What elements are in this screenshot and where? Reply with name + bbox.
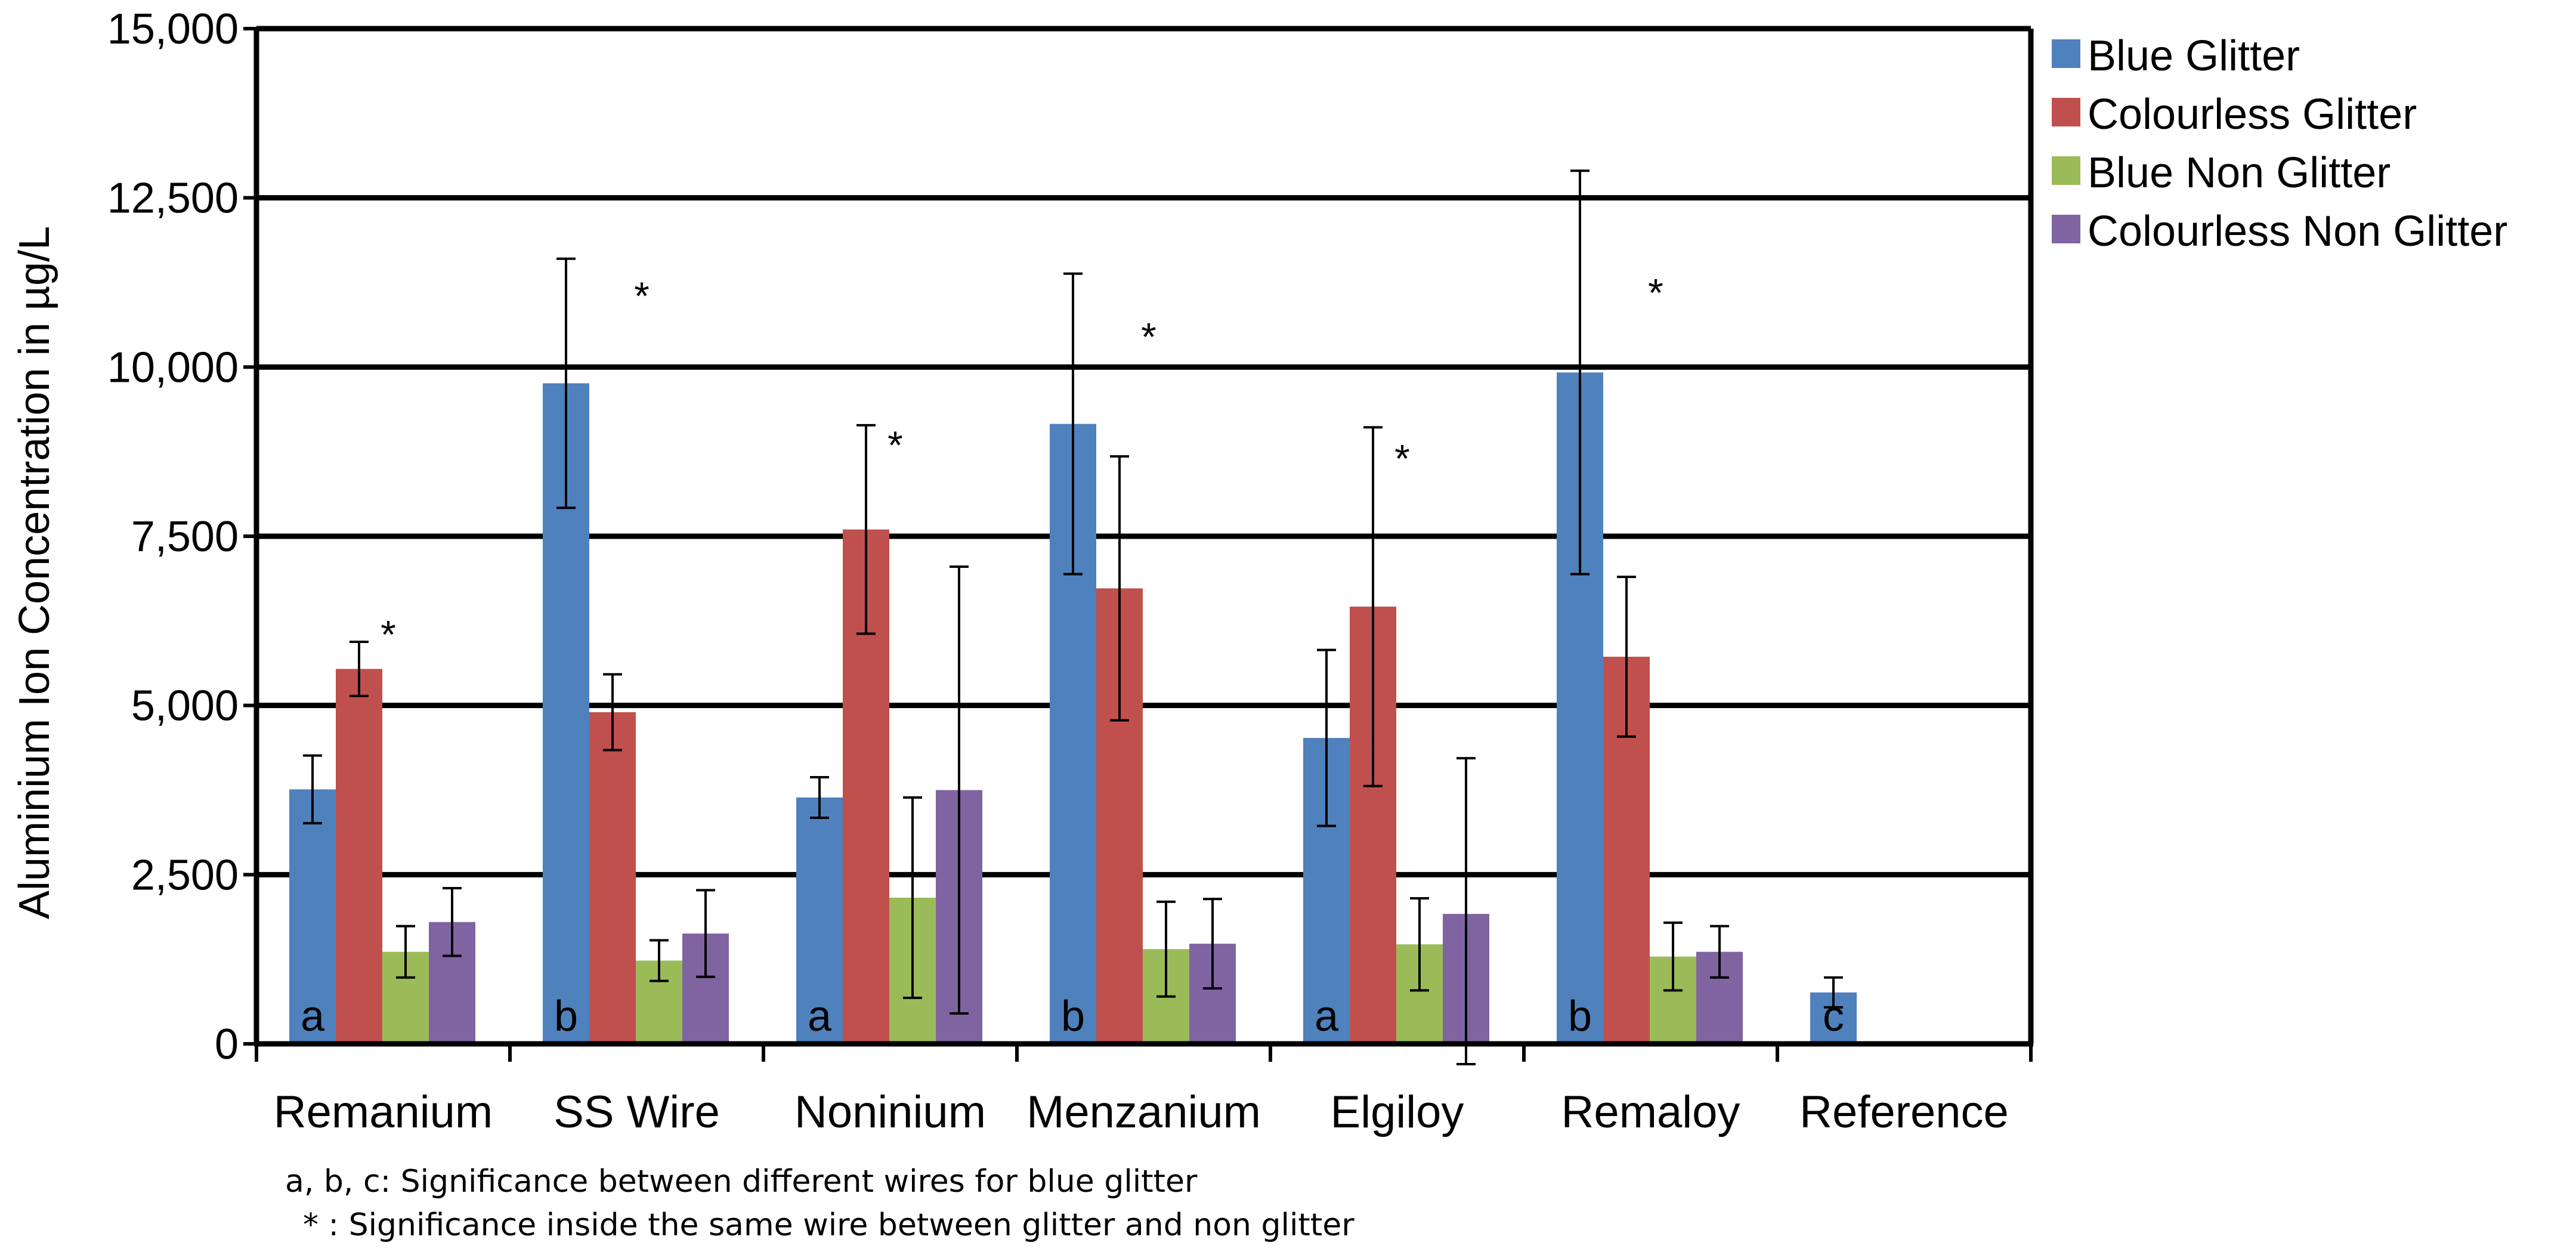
legend-label-Blue Non Glitter: Blue Non Glitter bbox=[2088, 149, 2391, 197]
bar-letter-Reference: c bbox=[1823, 993, 1844, 1040]
legend-swatch-Colourless Glitter bbox=[2052, 98, 2080, 126]
category-labels: Remanium SS Wire Noninium Menzanium Elgiloy R… bbox=[274, 1087, 2009, 1138]
bar-letter-Menzanium: b bbox=[1061, 993, 1085, 1040]
y-axis-title: Aluminium Ion Concentration in µg/L bbox=[11, 226, 58, 919]
y-tick-label-5: 12,500 bbox=[107, 175, 239, 222]
bar-SS Wire-Colourless Glitter bbox=[589, 712, 636, 1044]
significance-star-Remaloy: * bbox=[1648, 271, 1663, 315]
y-tick-label-0: 0 bbox=[215, 1021, 239, 1068]
bar-Remanium-Blue Glitter bbox=[289, 789, 336, 1044]
note-letters: a, b, c: Significance between different … bbox=[285, 1164, 1198, 1200]
category-label-Noninium: Noninium bbox=[794, 1087, 986, 1138]
y-tick-labels: 0 2,500 5,000 7,500 10,000 12,500 15,000 bbox=[107, 5, 256, 1068]
bar-Remanium-Colourless Glitter bbox=[336, 669, 382, 1044]
bar-letter-Elgiloy: a bbox=[1315, 993, 1339, 1040]
category-label-Remanium: Remanium bbox=[274, 1087, 493, 1138]
significance-star-Noninium: * bbox=[887, 423, 903, 467]
significance-star-Remanium: * bbox=[381, 613, 396, 657]
category-label-Remaloy: Remaloy bbox=[1561, 1087, 1740, 1138]
category-label-Menzanium: Menzanium bbox=[1026, 1087, 1261, 1138]
axes bbox=[253, 26, 2034, 1062]
bar-Noninium-Blue Glitter bbox=[796, 797, 843, 1044]
y-tick-label-4: 10,000 bbox=[107, 344, 239, 391]
legend-label-Colourless Glitter: Colourless Glitter bbox=[2088, 91, 2417, 138]
significance-star-SS Wire: * bbox=[634, 274, 650, 318]
y-tick-label-6: 15,000 bbox=[107, 5, 239, 53]
legend-swatch-Blue Glitter bbox=[2052, 39, 2080, 68]
y-tick-label-3: 7,500 bbox=[131, 513, 239, 561]
significance-stars: * * * * * * bbox=[381, 271, 1663, 657]
note-stars: * : Significance inside the same wire be… bbox=[303, 1207, 1355, 1243]
bar-letter-Noninium: a bbox=[808, 993, 832, 1040]
gridlines bbox=[256, 26, 2031, 877]
significance-star-Menzanium: * bbox=[1141, 314, 1156, 358]
category-label-Elgiloy: Elgiloy bbox=[1331, 1087, 1464, 1138]
legend: Blue Glitter Colourless Glitter Blue Non G… bbox=[2052, 32, 2507, 255]
legend-swatch-Blue Non Glitter bbox=[2052, 156, 2080, 185]
legend-label-Blue Glitter: Blue Glitter bbox=[2088, 32, 2300, 80]
category-label-SS Wire: SS Wire bbox=[553, 1087, 720, 1138]
bar-letter-Remanium: a bbox=[301, 993, 325, 1040]
legend-label-Colourless Non Glitter: Colourless Non Glitter bbox=[2088, 208, 2507, 255]
error-bars bbox=[303, 169, 1843, 1066]
bar-letter-Remaloy: b bbox=[1568, 993, 1592, 1040]
category-label-Reference: Reference bbox=[1799, 1087, 2009, 1138]
bar-letter-SS Wire: b bbox=[554, 993, 578, 1040]
y-tick-label-1: 2,500 bbox=[131, 851, 239, 899]
significance-star-Elgiloy: * bbox=[1394, 436, 1410, 480]
y-tick-label-2: 5,000 bbox=[131, 682, 239, 730]
legend-swatch-Colourless Non Glitter bbox=[2052, 215, 2080, 243]
